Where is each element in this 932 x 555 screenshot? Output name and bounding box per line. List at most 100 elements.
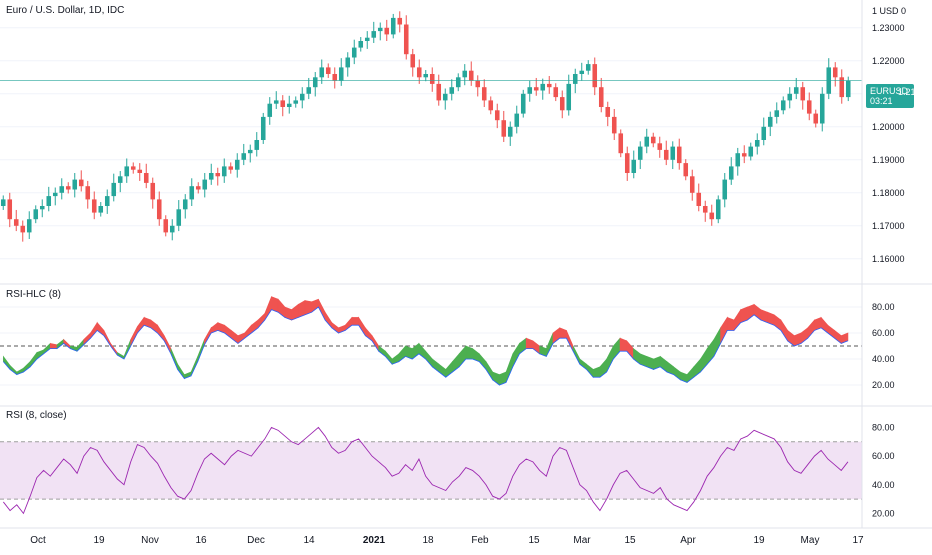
candle-body bbox=[351, 47, 357, 58]
time-axis-ticks[interactable]: Oct 19 Nov 16 Dec 14 2021 18 Feb 15 Mar 15 Apr 19 May 1… bbox=[30, 535, 864, 546]
candle bbox=[72, 173, 78, 198]
candle bbox=[377, 22, 383, 41]
candle-body bbox=[559, 97, 565, 111]
rsi-tick-label: 60.00 bbox=[872, 451, 895, 461]
candle-body bbox=[442, 93, 448, 101]
candle bbox=[52, 187, 58, 206]
time-tick-label: Apr bbox=[680, 535, 696, 546]
last-price-badge[interactable]: EURUSD 03:21 bbox=[866, 84, 914, 108]
candle-body bbox=[143, 173, 149, 183]
rsi-plot bbox=[2, 426, 849, 515]
candle-body bbox=[104, 196, 110, 206]
time-tick-label: 18 bbox=[422, 535, 434, 546]
candle bbox=[410, 48, 416, 77]
candle-body bbox=[650, 136, 656, 144]
candle-body bbox=[527, 87, 533, 94]
candle-body bbox=[403, 24, 409, 55]
candle-body bbox=[728, 166, 734, 180]
candle bbox=[345, 52, 351, 77]
candle bbox=[572, 68, 578, 94]
time-tick-label: Feb bbox=[471, 535, 489, 546]
candle-body bbox=[156, 199, 162, 220]
candle-body bbox=[455, 77, 461, 88]
rsi-hlc-band-segment bbox=[324, 311, 333, 329]
candle-body bbox=[689, 176, 695, 193]
candle-body bbox=[644, 136, 650, 147]
candle bbox=[325, 63, 331, 78]
candle-body bbox=[338, 67, 344, 81]
time-tick-label: 19 bbox=[93, 535, 105, 546]
candle-body bbox=[319, 67, 325, 78]
candle bbox=[793, 77, 799, 100]
rsi-hlc-band-segment bbox=[726, 316, 735, 331]
candle-body bbox=[572, 74, 578, 84]
candle bbox=[416, 59, 422, 84]
rsi-hlc-band-segment bbox=[619, 337, 628, 352]
rsi-hlc-tick-label: 20.00 bbox=[872, 380, 895, 390]
rsi-tick-label: 80.00 bbox=[872, 422, 895, 432]
candle-body bbox=[325, 67, 331, 74]
candle-body bbox=[741, 153, 747, 157]
candle-body bbox=[793, 87, 799, 94]
rsi-hlc-axis-ticks: 80.00 60.00 40.00 20.00 bbox=[872, 302, 895, 390]
badge-symbol: EURUSD bbox=[870, 86, 909, 96]
rsi-hlc-tick-label: 80.00 bbox=[872, 302, 895, 312]
candle-body bbox=[468, 70, 474, 81]
candle bbox=[293, 96, 299, 108]
price-tick-label: 1.17000 bbox=[872, 221, 905, 231]
rsi-hlc-band-segment bbox=[351, 317, 359, 326]
candle bbox=[286, 95, 292, 114]
candle-body bbox=[715, 199, 721, 220]
rsi-hlc-band-segment bbox=[311, 298, 319, 313]
candle bbox=[91, 191, 97, 220]
candle bbox=[98, 202, 104, 217]
rsi-hlc-band-segment bbox=[244, 324, 252, 339]
rsi-hlc-band-segment bbox=[458, 345, 467, 368]
candle-body bbox=[449, 87, 455, 94]
candle-body bbox=[481, 87, 487, 101]
candle bbox=[221, 158, 227, 183]
rsi-hlc-band-segment bbox=[425, 350, 433, 368]
candle bbox=[390, 13, 396, 39]
candle bbox=[143, 163, 149, 189]
candle bbox=[501, 110, 507, 142]
candle-body bbox=[592, 64, 598, 88]
candle-body bbox=[676, 146, 682, 164]
rsi-axis-ticks: 80.00 60.00 40.00 20.00 bbox=[872, 422, 895, 518]
candle-body bbox=[683, 163, 689, 177]
rsi-hlc-band-segment bbox=[478, 352, 487, 371]
time-tick-label: 17 bbox=[852, 535, 864, 546]
candle bbox=[670, 141, 676, 170]
candle-body bbox=[26, 219, 32, 233]
rsi-hlc-band-segment bbox=[49, 343, 58, 349]
candle bbox=[592, 57, 598, 96]
candle bbox=[832, 62, 838, 87]
candle-body bbox=[423, 74, 429, 78]
time-tick-label: 15 bbox=[624, 535, 636, 546]
rsi-hlc-band-segment bbox=[344, 316, 353, 332]
rsi-hlc-title[interactable]: RSI-HLC (8) bbox=[6, 289, 62, 300]
candle bbox=[338, 58, 344, 86]
rsi-title[interactable]: RSI (8, close) bbox=[6, 410, 67, 421]
rsi-hlc-band-segment bbox=[827, 324, 835, 339]
candle-body bbox=[774, 110, 780, 117]
time-tick-label: Oct bbox=[30, 535, 46, 546]
candle bbox=[624, 146, 630, 181]
candle bbox=[182, 194, 188, 219]
time-tick-label: 15 bbox=[528, 535, 540, 546]
candle bbox=[46, 186, 52, 212]
candle-body bbox=[228, 166, 234, 170]
candle bbox=[169, 219, 175, 241]
candle bbox=[351, 39, 357, 65]
rsi-hlc-band-segment bbox=[237, 332, 245, 345]
candle-body bbox=[150, 182, 156, 200]
candle bbox=[384, 19, 390, 41]
candle-body bbox=[416, 67, 422, 78]
rsi-hlc-band-segment bbox=[532, 340, 540, 355]
rsi-hlc-band-segment bbox=[613, 337, 621, 360]
candle-body bbox=[832, 67, 838, 78]
symbol-title[interactable]: Euro / U.S. Dollar, 1D, IDC bbox=[6, 5, 125, 16]
candle bbox=[65, 182, 71, 194]
